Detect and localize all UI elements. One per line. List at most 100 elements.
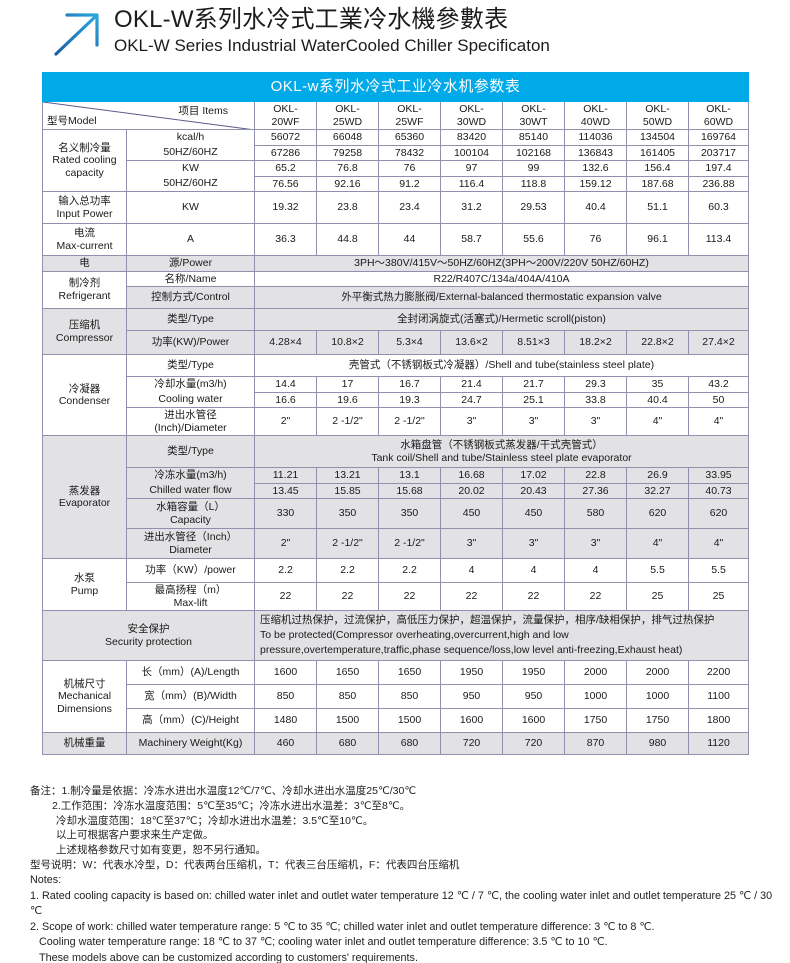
cell: 40.4 [626,391,689,408]
condenser-water-50-row: 冷却水量(m3/h) 14.4 17 16.7 21.4 21.7 29.3 3… [43,376,749,393]
cell: 25.1 [502,391,565,408]
model-col-8: OKL- 60WD [688,101,749,130]
note-cn-3: 冷却水温度范围：18℃至37℃；冷却水进出水温差：3.5℃至10℃。 [56,814,374,827]
table-banner-row: OKL-w系列水冷式工业冷水机参数表 [42,72,749,102]
note-cn-5: 上述规格参数尺寸如有变更，恕不另行通知。 [56,844,266,857]
cell: 4 [564,558,627,583]
cell: 2 -1/2" [316,407,379,436]
page-title-en: OKL-W Series Industrial WaterCooled Chil… [114,36,550,55]
cell: 118.8 [502,175,565,192]
evaporator-type-value: 水箱盘管（不锈钢板式蒸发器/干式壳管式） Tank coil/Shell and … [254,435,749,468]
cell: 1950 [502,660,565,685]
cell: 40.4 [564,191,627,224]
evaporator-diameter-item: 进出水管径（Inch） Diameter [126,528,255,559]
cell: 620 [688,498,749,529]
cell: 4" [688,407,749,436]
cell: 1480 [254,708,317,733]
arrow-up-right-icon [54,13,99,56]
power-supply-item: 源/Power [126,255,255,272]
dimension-height-row: 高（mm）(C)/Height 1480 1500 1500 1600 1600… [43,708,749,733]
condenser-type-value: 壳管式（不锈钢板式冷凝器）/Shell and tube(stainless s… [254,354,749,377]
cell: 5.5 [688,558,749,583]
cell: 2 -1/2" [378,407,441,436]
cell: 1950 [440,660,503,685]
cell: 850 [378,684,441,709]
cell: 66048 [316,129,379,146]
condenser-diameter-row: 进出水管径 (Inch)/Diameter 2" 2 -1/2" 2 -1/2" … [43,407,749,436]
cell: 16.6 [254,391,317,408]
cell: 51.1 [626,191,689,224]
cell: 29.53 [502,191,565,224]
page-header: OKL-W系列水冷式工業冷水機參數表 OKL-W Series Industri… [0,0,790,68]
cell: 350 [378,498,441,529]
refrigerant-label: 制冷剂 Refrigerant [42,270,127,309]
model-col-2: OKL- 25WD [316,101,379,130]
corner-items-label: 项目 Items [178,105,228,117]
rated-cooling-kcal-60-row: 50HZ/60HZ 67286 79258 78432 100104 10216… [43,144,749,161]
refrigerant-name-value: R22/R407C/134a/404A/410A [254,270,749,287]
cell: 22.8×2 [626,330,689,355]
rated-cooling-kw-50-row: KW 65.2 76.8 76 97 99 132.6 156.4 197.4 [43,160,749,177]
cell: 13.21 [316,467,379,484]
cell: 100104 [440,144,503,161]
note-en-1: 1. Rated cooling capacity is based on: c… [30,889,773,918]
item-kcal-h: kcal/h [126,129,255,145]
evaporator-capacity-row: 水箱容量（L） Capacity 330 350 350 450 450 580 … [43,498,749,529]
refrigerant-control-item: 控制方式/Control [126,286,255,309]
cell: 1100 [688,684,749,709]
cell: 20.43 [502,482,565,499]
cell: 460 [254,732,317,755]
cell: 33.8 [564,391,627,408]
spec-table: OKL-w系列水冷式工业冷水机参数表 型号Model 项目 Items OKL-… [42,72,749,755]
cell: 67286 [254,144,317,161]
cell: 950 [502,684,565,709]
rated-cooling-kw-60-row: 50HZ/60HZ 76.56 92.16 91.2 116.4 118.8 1… [43,175,749,192]
cell: 16.7 [378,376,441,393]
cell: 27.4×2 [688,330,749,355]
evaporator-label: 蒸发器 Evaporator [42,435,127,559]
cell: 78432 [378,144,441,161]
pump-lift-row: 最高扬程（m） Max-lift 22 22 22 22 22 22 25 25 [43,582,749,611]
cell: 11.21 [254,467,317,484]
refrigerant-name-item: 名称/Name [126,270,255,287]
cell: 2 -1/2" [378,528,441,559]
cell: 1600 [440,708,503,733]
power-supply-value: 3PH～380V/415V～50HZ/60HZ(3PH～200V/220V 50… [254,255,749,272]
cell: 13.1 [378,467,441,484]
cell: 1650 [316,660,379,685]
diagonal-divider-line [43,102,248,129]
cell: 19.6 [316,391,379,408]
cell: 97 [440,160,503,177]
dimensions-label: 机械尺寸 Mechanical Dimensions [42,660,127,733]
cell: 197.4 [688,160,749,177]
cell: 450 [502,498,565,529]
cell: 36.3 [254,223,317,256]
cell: 720 [440,732,503,755]
cell: 980 [626,732,689,755]
cell: 23.8 [316,191,379,224]
model-col-6: OKL- 40WD [564,101,627,130]
input-power-row: 输入总功率 Input Power KW 19.32 23.8 23.4 31.2… [42,191,749,224]
cell: 2000 [564,660,627,685]
cell: 65360 [378,129,441,146]
cell: 680 [316,732,379,755]
cell: 136843 [564,144,627,161]
evaporator-flow-60-row: Chilled water flow 13.45 15.85 15.68 20.… [43,482,749,499]
evaporator-flow-50-row: 冷冻水量(m3/h) 11.21 13.21 13.1 16.68 17.02 … [43,467,749,484]
cell: 2" [254,407,317,436]
cell: 91.2 [378,175,441,192]
compressor-power-item: 功率(KW)/Power [126,330,255,355]
cell: 114036 [564,129,627,146]
note-cn-6-model-legend: 型号说明：W：代表水冷型，D：代表两台压缩机，T：代表三台压缩机，F：代表四台压… [30,858,460,871]
max-current-label: 电流 Max-current [42,223,127,256]
cell: 92.16 [316,175,379,192]
cell: 4" [688,528,749,559]
security-value: 压缩机过热保护，过流保护，高低压力保护，超温保护，流量保护，相序/缺相保护，排气… [254,610,749,661]
model-col-5: OKL- 30WT [502,101,565,130]
pump-power-row: 水泵 Pump 功率（KW）/power 2.2 2.2 2.2 4 4 4 5.… [42,558,749,611]
cell: 450 [440,498,503,529]
cell: 134504 [626,129,689,146]
cell: 2.2 [316,558,379,583]
note-en-4: These models above can be customized acc… [39,951,418,963]
cell: 25 [626,582,689,611]
